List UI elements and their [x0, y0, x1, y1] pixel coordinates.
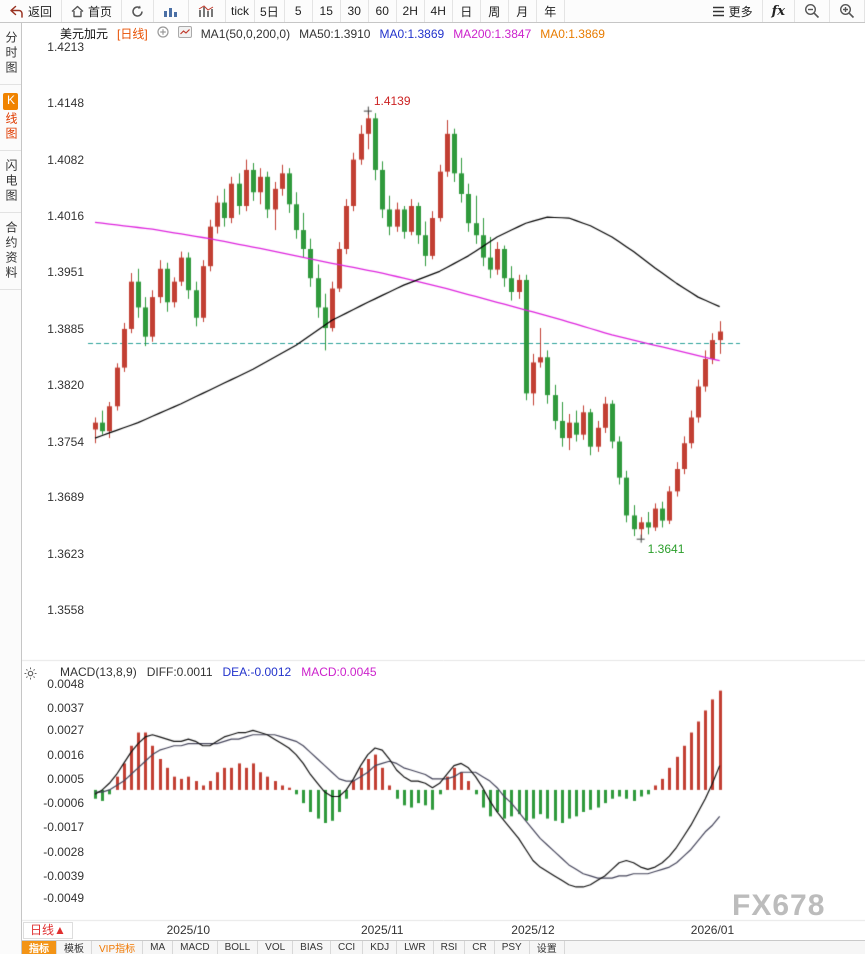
ma-value-2: MA0:1.3869 [379, 26, 445, 41]
macd-value-0: MACD(13,8,9) [60, 665, 137, 679]
home-icon [71, 5, 84, 18]
period-selector-tab[interactable]: 日线▲ [23, 922, 73, 939]
interval-60-button[interactable]: 60 [369, 0, 397, 22]
watermark: FX678 [732, 889, 826, 922]
bottom-tab-psy[interactable]: PSY [495, 941, 530, 954]
bottom-tab-templates[interactable]: 模板 [57, 941, 92, 954]
interval-month-button[interactable]: 月 [509, 0, 537, 22]
sidebar-item-time-share[interactable]: 分时图 [0, 23, 21, 85]
bottom-tab-lwr[interactable]: LWR [397, 941, 434, 954]
macd-value-1: DIFF:0.0011 [146, 665, 213, 679]
bottom-tab-bias[interactable]: BIAS [293, 941, 331, 954]
toolbar-spacer [565, 0, 703, 22]
top-toolbar: 返回 首页 tick 5日 5 15 30 60 2H 4H 日周月年 更多 fx [0, 0, 865, 23]
zoom-out-button[interactable] [795, 0, 830, 22]
interval-60-button-label: 60 [375, 4, 389, 18]
bottom-tab-boll[interactable]: BOLL [218, 941, 259, 954]
interval-tick-button[interactable]: tick [226, 0, 256, 22]
bottom-tab-vip-indicators[interactable]: VIP指标 [92, 941, 144, 954]
bottom-tab-macd[interactable]: MACD [173, 941, 218, 954]
interval-4h-button[interactable]: 4H [425, 0, 453, 22]
interval-year-button[interactable]: 年 [537, 0, 565, 22]
symbol-name: 美元加元 [60, 27, 109, 41]
add-indicator-icon[interactable] [157, 26, 169, 41]
interval-day-button[interactable]: 日 [453, 0, 481, 22]
bottom-tab-cr[interactable]: CR [465, 941, 495, 954]
bottom-tab-settings[interactable]: 设置 [530, 941, 565, 954]
zoom-out-icon [804, 3, 820, 19]
refresh-button[interactable] [122, 0, 155, 22]
histogram-icon [198, 4, 216, 18]
zoom-in-button[interactable] [830, 0, 865, 22]
fx-button-label: fx [771, 3, 785, 19]
interval-year-button-label: 年 [544, 4, 557, 19]
back-button[interactable]: 返回 [0, 0, 63, 22]
home-button[interactable]: 首页 [62, 0, 123, 22]
interval-2h-button[interactable]: 2H [397, 0, 425, 22]
interval-5d-button[interactable]: 5日 [255, 0, 285, 22]
interval-15-button-label: 15 [319, 4, 333, 18]
ma-value-0: MA1(50,0,200,0) [200, 26, 291, 41]
interval-5-button-label: 5 [294, 4, 302, 18]
refresh-icon [131, 5, 144, 18]
interval-week-button-label: 周 [488, 4, 501, 19]
macd-value-3: MACD:0.0045 [301, 665, 377, 679]
interval-tick-button-label: tick [231, 4, 250, 18]
interval-5-button[interactable]: 5 [285, 0, 313, 22]
macd-info-bar: MACD(13,8,9) DIFF:0.0011 DEA:-0.0012 MACD:0… [60, 665, 377, 679]
interval-5d-button-label: 5日 [260, 4, 279, 19]
more-button-label: 更多 [728, 4, 753, 19]
interval-week-button[interactable]: 周 [481, 0, 509, 22]
interval-30-button[interactable]: 30 [341, 0, 369, 22]
bottom-tab-indicators[interactable]: 指标 [22, 941, 57, 954]
ma-value-1: MA50:1.3910 [299, 26, 371, 41]
home-button-label: 首页 [88, 4, 113, 19]
interval-30-button-label: 30 [347, 4, 361, 18]
ma-value-4: MA0:1.3869 [540, 26, 605, 41]
bar-chart-button[interactable] [154, 0, 190, 22]
more-button[interactable]: 更多 [703, 0, 763, 22]
interval-4h-button-label: 4H [430, 4, 446, 18]
ma-settings-icon[interactable] [177, 26, 192, 41]
sidebar-item-lightning[interactable]: 闪电图 [0, 151, 21, 213]
sidebar-item-kline[interactable]: K线图 [0, 85, 21, 151]
back-icon [9, 5, 24, 18]
bottom-tab-kdj[interactable]: KDJ [363, 941, 398, 954]
interval-day-button-label: 日 [460, 4, 473, 19]
period-tag: [日线] [117, 27, 148, 41]
k-badge: K [3, 93, 18, 110]
zoom-in-icon [839, 3, 855, 19]
sidebar-item-contract-info[interactable]: 合约资料 [0, 213, 21, 290]
indicator-visibility-icon[interactable] [24, 667, 37, 683]
macd-value-2: DEA:-0.0012 [222, 665, 292, 679]
bottom-tab-ma[interactable]: MA [143, 941, 174, 954]
bottom-tab-rsi[interactable]: RSI [434, 941, 466, 954]
left-sidebar: 分时图 K线图 闪电图 合约资料 [0, 23, 22, 954]
bottom-tab-cci[interactable]: CCI [331, 941, 364, 954]
histogram-button[interactable] [189, 0, 227, 22]
interval-2h-button-label: 2H [402, 4, 418, 18]
interval-15-button[interactable]: 15 [313, 0, 341, 22]
bottom-toolbar: 指标 模板 VIP指标 MA MACD BOLL VOL BIAS CCI KDJ LWR RSI CR… [22, 940, 865, 954]
ma-value-3: MA200:1.3847 [453, 26, 532, 41]
interval-month-button-label: 月 [516, 4, 529, 19]
back-button-label: 返回 [28, 4, 53, 19]
menu-icon [712, 6, 725, 17]
chart-info-bar: 美元加元 [日线] MA1(50,0,200,0) MA50:1.3910 MA0:… [60, 25, 605, 42]
bottom-tab-vol[interactable]: VOL [258, 941, 294, 954]
bar-chart-icon [163, 5, 179, 18]
ma-values: MA1(50,0,200,0) MA50:1.3910 MA0:1.3869 MA20… [201, 27, 605, 41]
fx-button[interactable]: fx [763, 0, 795, 22]
